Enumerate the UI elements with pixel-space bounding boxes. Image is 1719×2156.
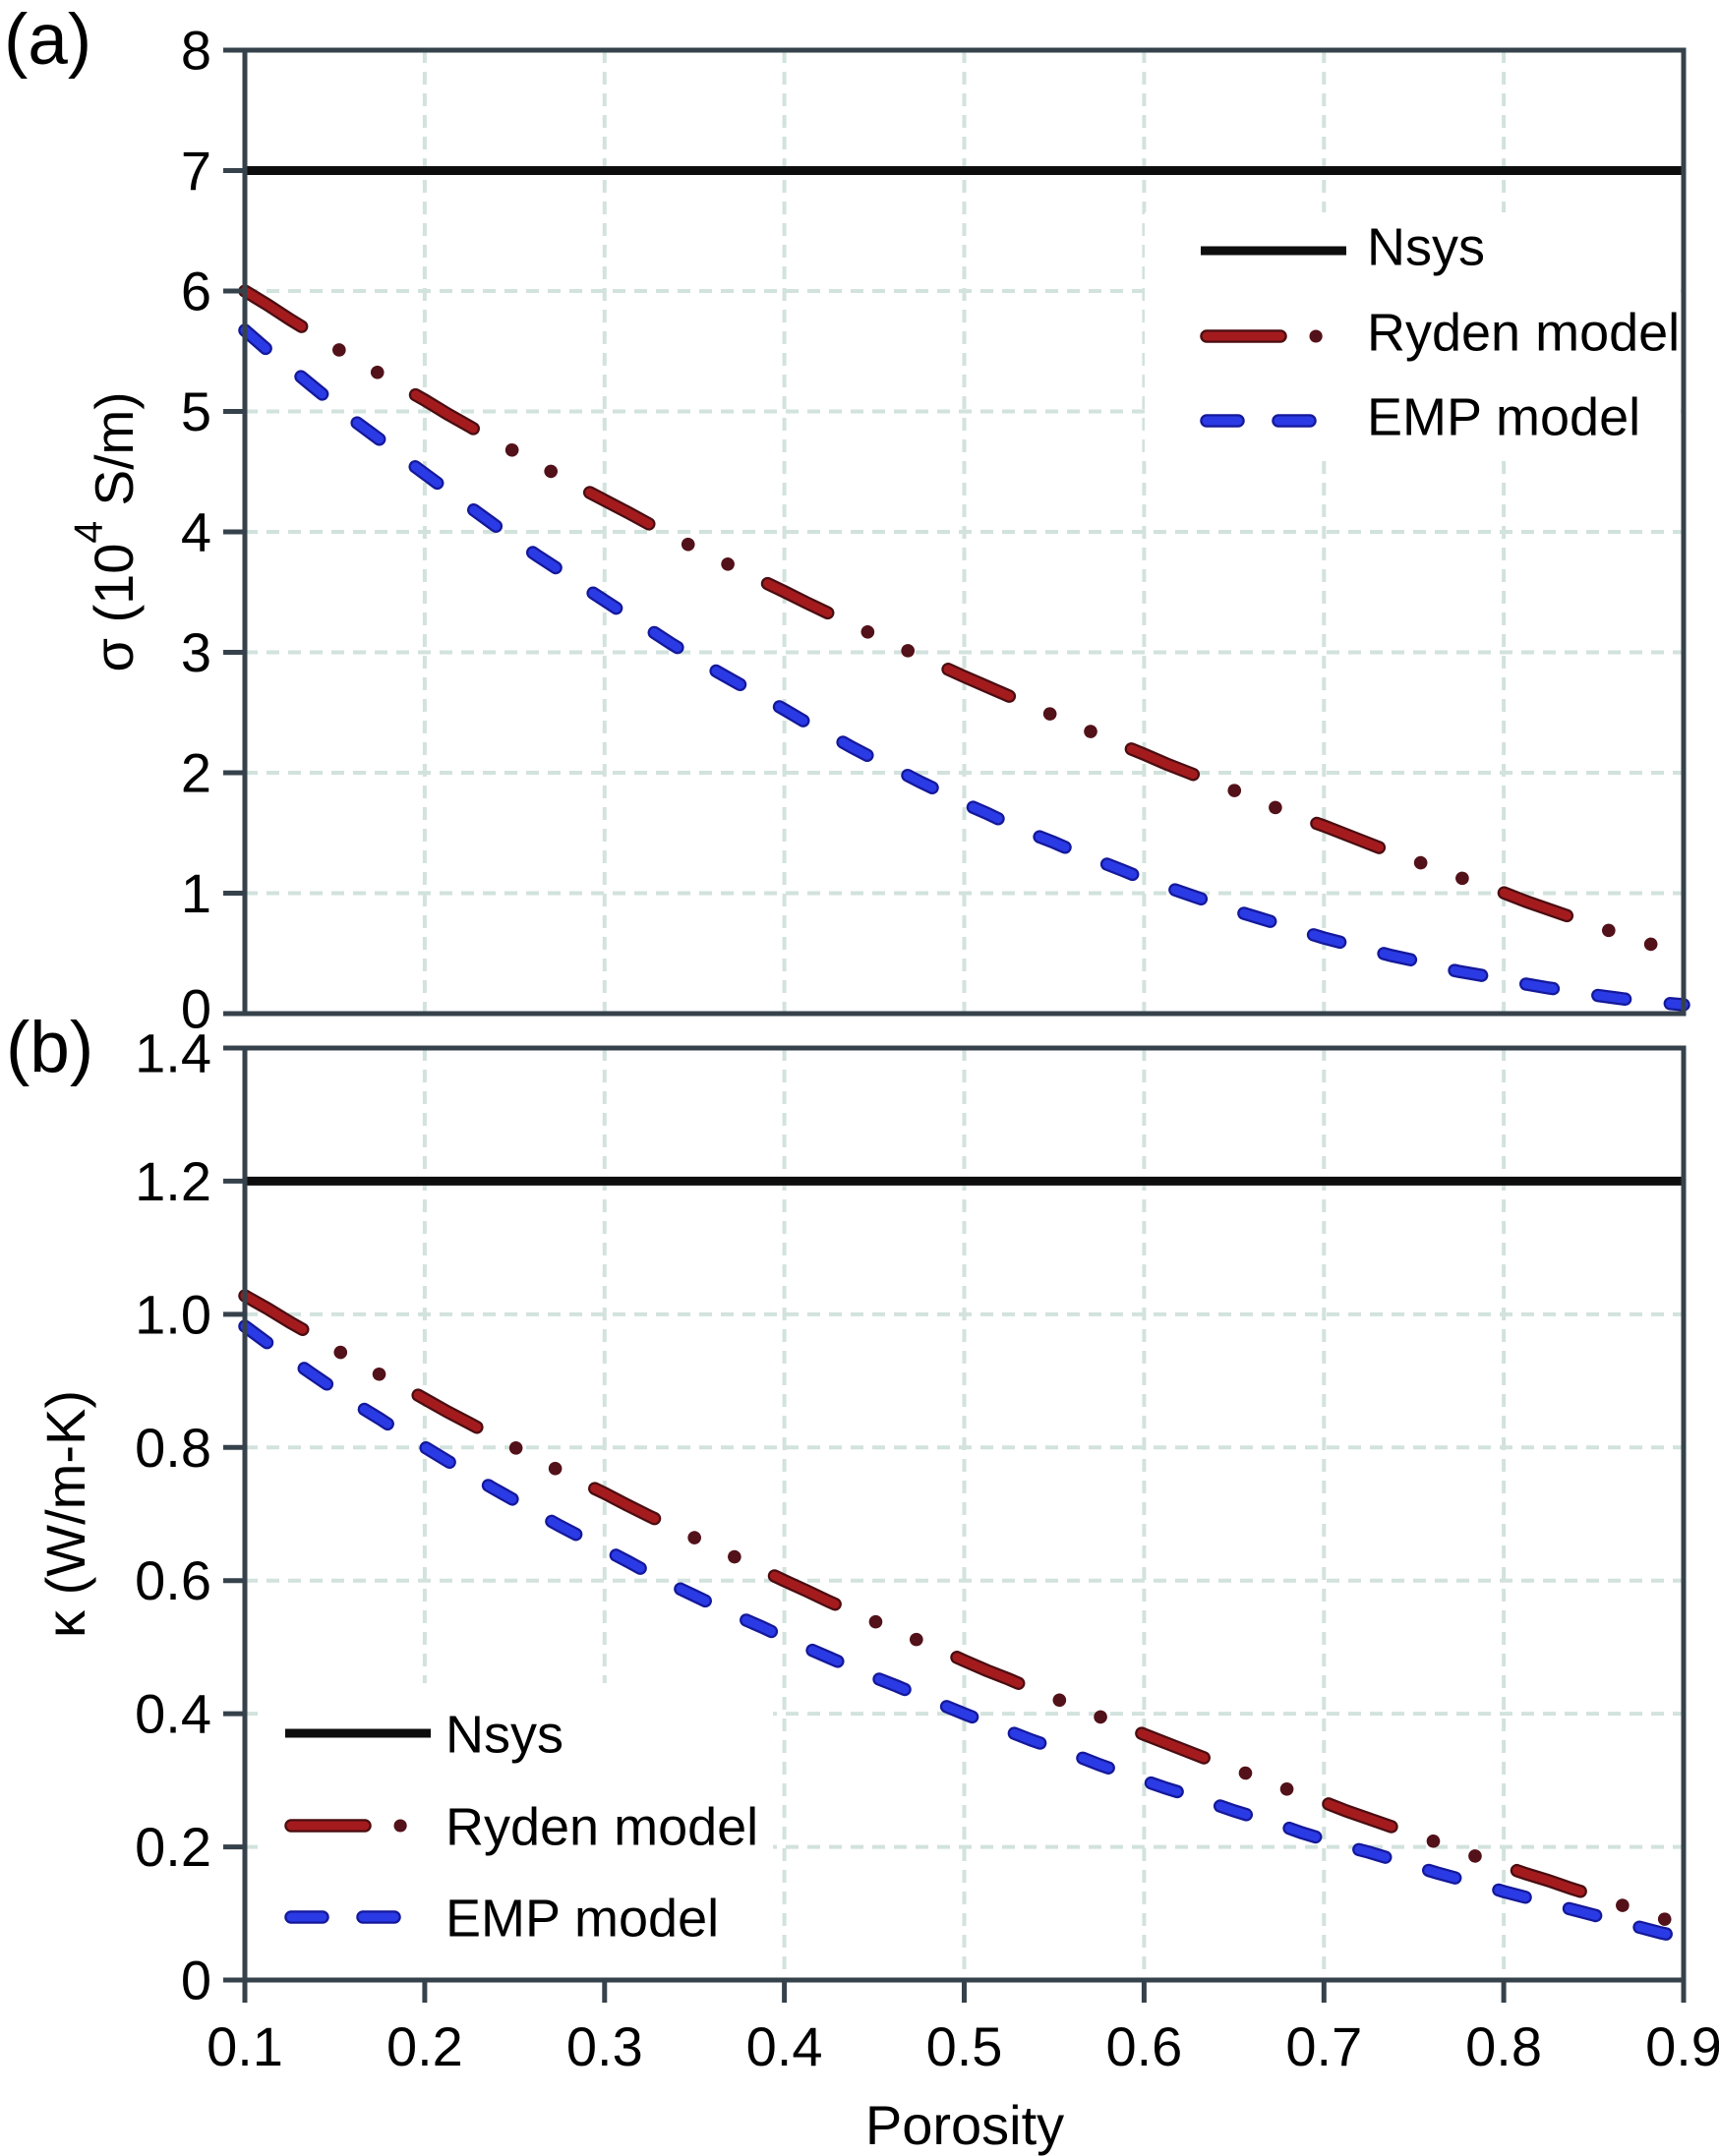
svg-text:0.4: 0.4 — [135, 1683, 211, 1745]
svg-text:1.2: 1.2 — [135, 1150, 211, 1212]
svg-text:0.1: 0.1 — [207, 2015, 283, 2077]
svg-text:0.8: 0.8 — [135, 1417, 211, 1479]
svg-text:0: 0 — [181, 978, 211, 1040]
svg-text:1.0: 1.0 — [135, 1283, 211, 1345]
svg-text:5: 5 — [181, 380, 211, 442]
svg-text:Nsys: Nsys — [445, 1706, 563, 1765]
svg-text:0.6: 0.6 — [1105, 2015, 1182, 2077]
svg-text:EMP model: EMP model — [445, 1890, 719, 1949]
svg-text:0.6: 0.6 — [135, 1549, 211, 1611]
svg-text:1.4: 1.4 — [135, 1022, 211, 1084]
svg-text:7: 7 — [181, 140, 211, 202]
svg-text:8: 8 — [181, 20, 211, 82]
svg-text:Porosity: Porosity — [865, 2094, 1064, 2156]
svg-text:(a): (a) — [4, 0, 91, 80]
svg-text:6: 6 — [181, 261, 211, 322]
svg-text:Nsys: Nsys — [1367, 218, 1485, 277]
svg-text:1: 1 — [181, 862, 211, 924]
svg-text:0.2: 0.2 — [135, 1816, 211, 1878]
svg-text:0.3: 0.3 — [566, 2015, 643, 2077]
svg-text:0.4: 0.4 — [746, 2015, 823, 2077]
svg-text:0.7: 0.7 — [1285, 2015, 1362, 2077]
svg-text:(b): (b) — [6, 1008, 93, 1087]
svg-text:0.8: 0.8 — [1465, 2015, 1542, 2077]
svg-text:0.9: 0.9 — [1645, 2015, 1719, 2077]
svg-text:EMP model: EMP model — [1367, 388, 1640, 447]
svg-text:Ryden model: Ryden model — [1367, 304, 1680, 363]
svg-text:4: 4 — [181, 501, 211, 563]
svg-text:0.2: 0.2 — [386, 2015, 463, 2077]
svg-text:κ (W/m-K): κ (W/m-K) — [34, 1390, 96, 1638]
svg-text:0.5: 0.5 — [926, 2015, 1003, 2077]
svg-text:3: 3 — [181, 621, 211, 683]
svg-text:0: 0 — [181, 1950, 211, 2011]
svg-text:Ryden model: Ryden model — [445, 1798, 758, 1857]
svg-text:2: 2 — [181, 742, 211, 804]
